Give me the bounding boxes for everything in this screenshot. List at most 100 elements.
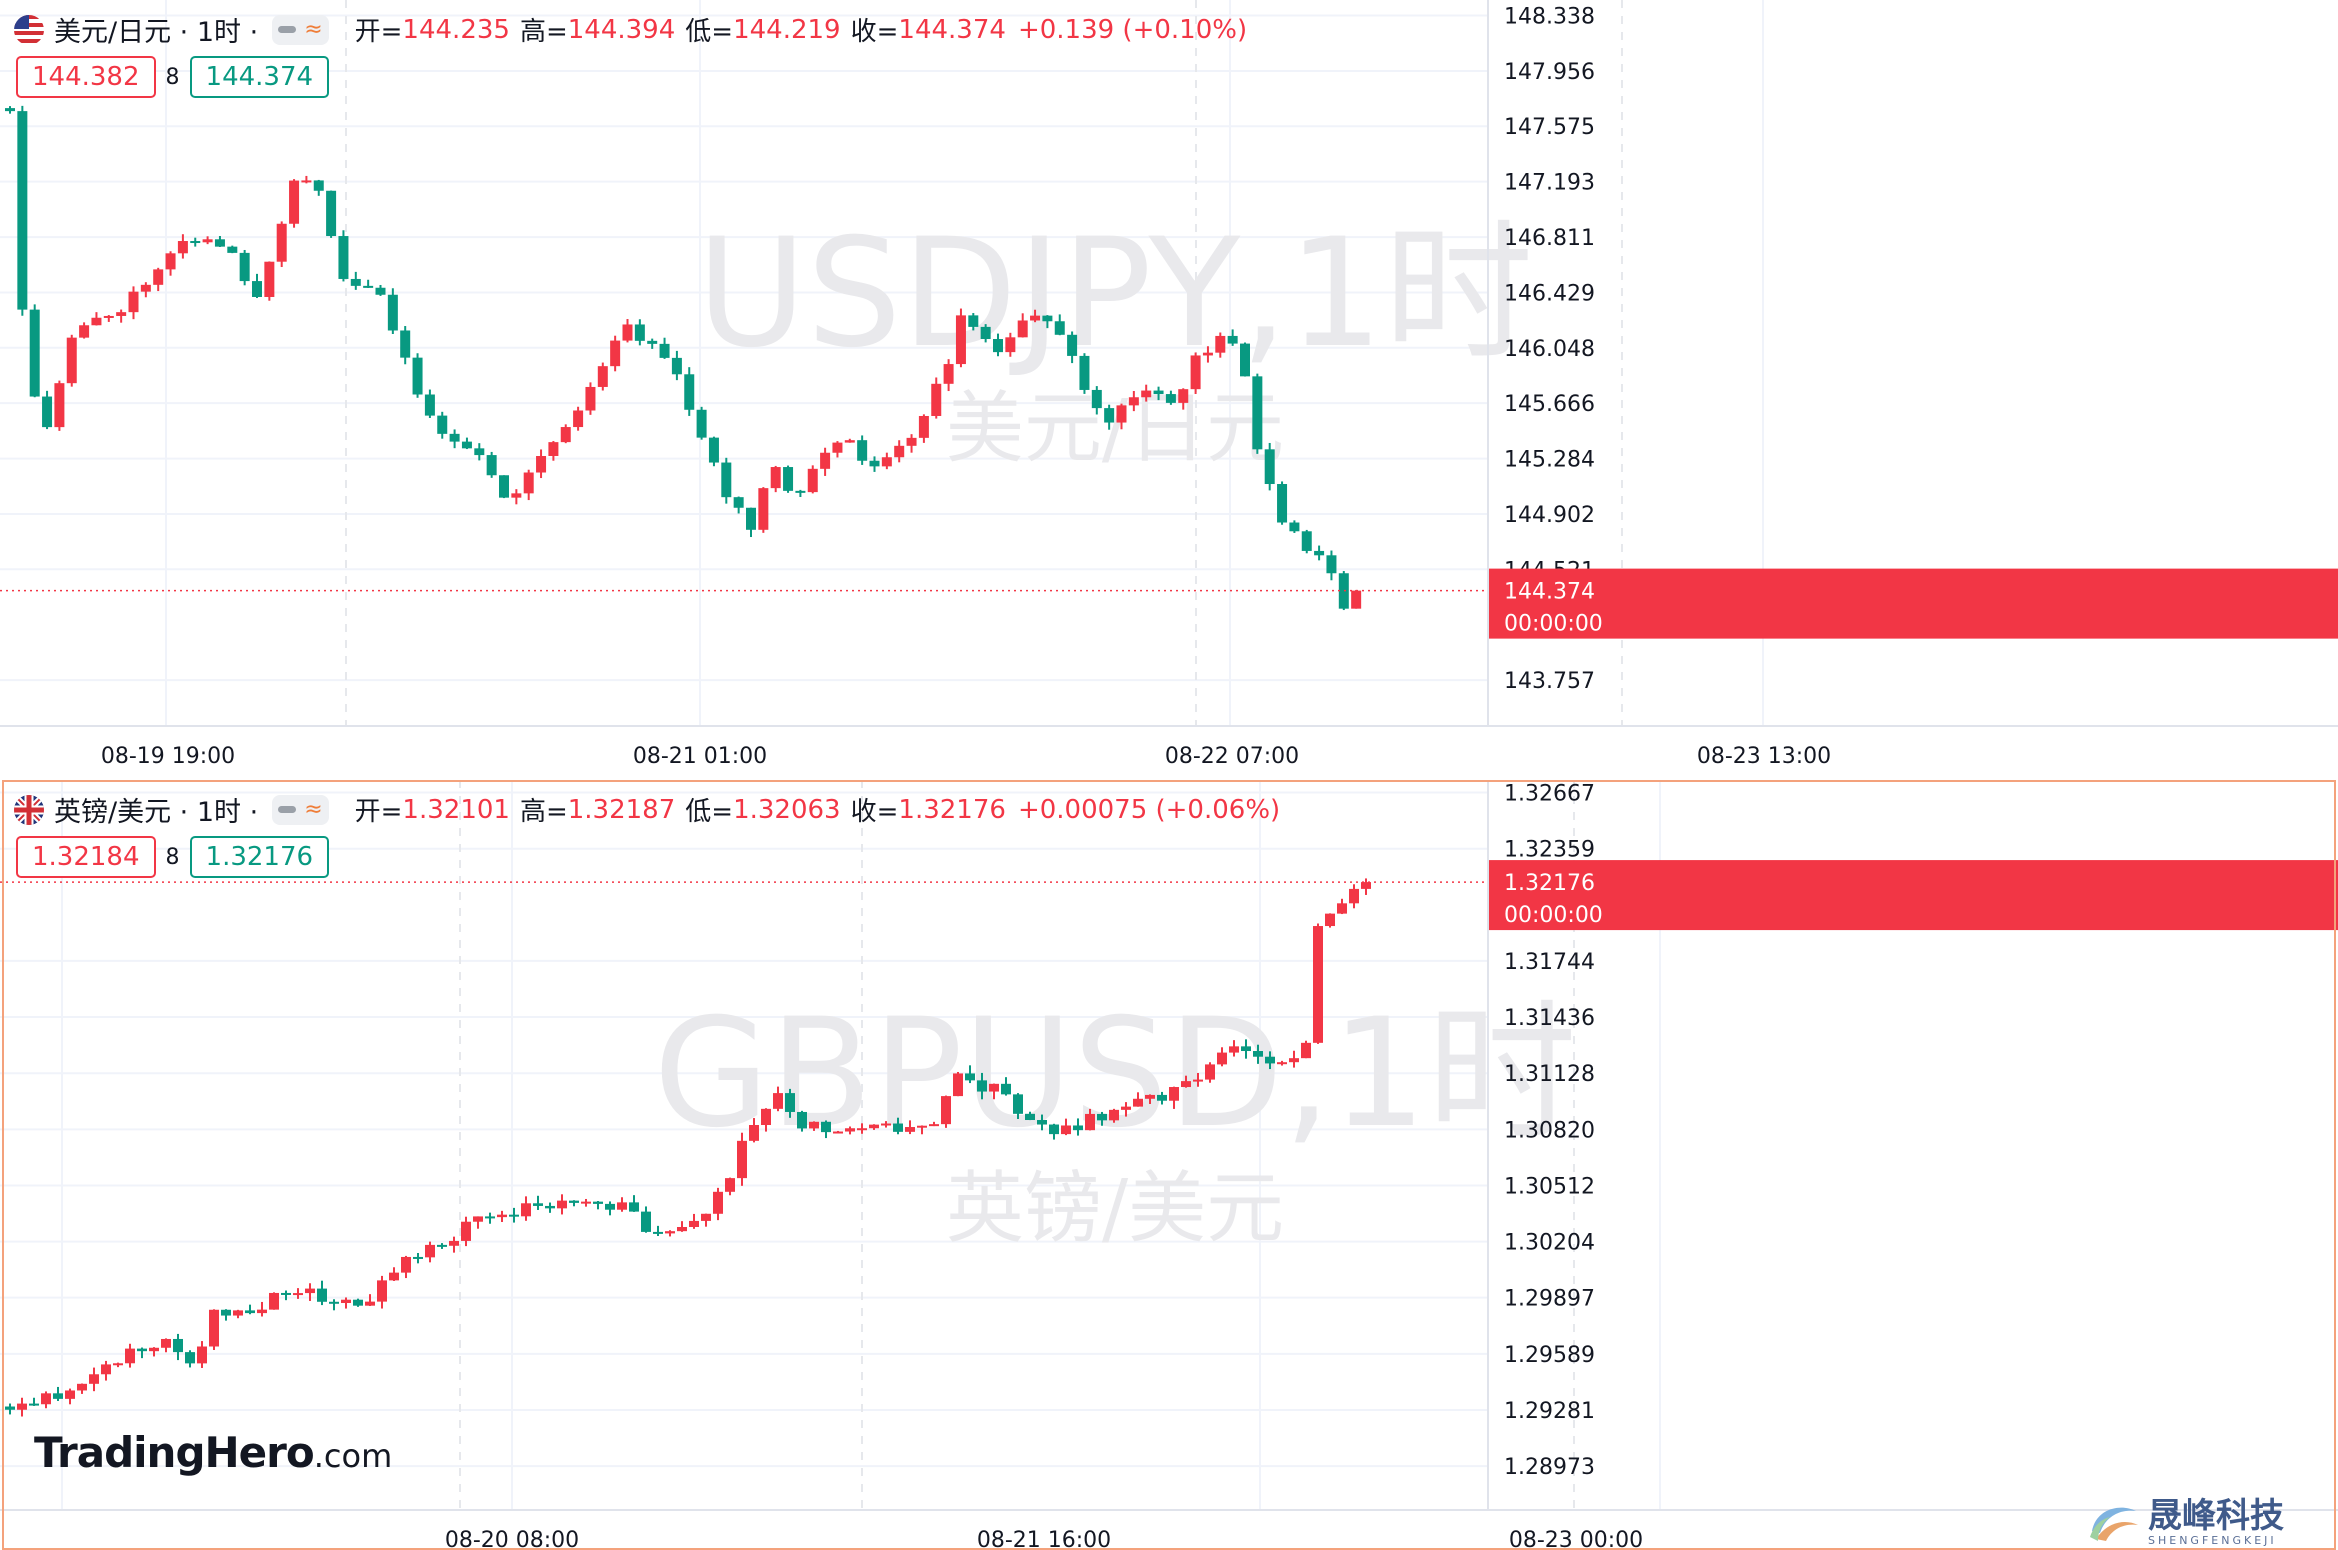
candle-body: [41, 1393, 51, 1405]
candle: [329, 1299, 339, 1311]
candle: [437, 411, 448, 439]
candle: [1128, 391, 1139, 412]
gbpusd-chart-pane[interactable]: GBPUSD,1时 英镑/美元 1.32667 1.32359 1.31744 1.314…: [0, 780, 2338, 1550]
candle-body: [881, 457, 892, 467]
candle-body: [17, 1403, 27, 1410]
candle: [437, 1243, 447, 1249]
candle: [797, 1110, 807, 1132]
candle-body: [400, 330, 411, 358]
last-price-tag-bg: [1489, 568, 2338, 639]
price-tick-label: 1.29589: [1504, 1343, 1595, 1368]
candle: [536, 449, 547, 479]
candle-body: [1079, 355, 1090, 390]
candle: [1227, 329, 1238, 346]
candle: [165, 251, 176, 276]
candle-body: [1109, 1109, 1119, 1121]
candle-body: [1227, 335, 1238, 344]
buy-button[interactable]: 1.32176: [189, 836, 330, 878]
price-tick-label: 1.31436: [1504, 1006, 1595, 1031]
candle-body: [665, 1231, 675, 1234]
candle-body: [17, 111, 28, 310]
candle-body: [622, 324, 633, 341]
candle-body: [869, 460, 880, 467]
candle-body: [758, 488, 769, 530]
candle: [701, 1213, 711, 1227]
candle-body: [918, 415, 929, 438]
candle: [795, 489, 806, 497]
candle: [214, 235, 225, 247]
price-tick-label: 143.757: [1504, 669, 1595, 694]
candle: [953, 1071, 963, 1097]
candle-body: [1349, 888, 1359, 904]
candle-body: [233, 1310, 243, 1316]
high-value: 1.32187: [567, 794, 676, 825]
candle: [1215, 332, 1226, 358]
time-axis[interactable]: 08-20 08:00 08-21 16:00 08-23 00:00: [445, 1528, 1643, 1550]
candle-body: [844, 440, 855, 443]
candle-body: [1054, 321, 1065, 335]
price-axis[interactable]: 1.32667 1.32359 1.31744 1.31436 1.31128 1.308…: [1504, 782, 1595, 1481]
change-value: +0.00075 (+0.06%): [1017, 794, 1281, 825]
candle-body: [245, 1310, 255, 1314]
candle: [677, 1221, 687, 1232]
candle: [153, 267, 164, 292]
candle: [585, 382, 596, 415]
price-tick-label: 145.284: [1504, 448, 1595, 473]
buy-button[interactable]: 144.374: [189, 56, 330, 98]
candle: [809, 1121, 819, 1131]
symbol-watermark: USDJPY,1时: [697, 207, 1534, 381]
candle: [486, 451, 497, 478]
usdjpy-chart-pane[interactable]: USDJPY,1时 美元/日元 148.338 147.956 147.575 147.1…: [0, 0, 2338, 778]
candle-body: [785, 1093, 795, 1112]
candle-body: [437, 1244, 447, 1247]
candle-body: [113, 1363, 123, 1366]
candle: [239, 249, 250, 286]
symbol-title[interactable]: 英镑/美元 · 1时 ·: [54, 797, 259, 828]
candle: [79, 322, 90, 339]
symbol-title[interactable]: 美元/日元 · 1时 ·: [54, 17, 259, 48]
uk-flag-icon: [14, 794, 44, 825]
candle: [1338, 571, 1349, 611]
candle: [474, 443, 485, 461]
candle: [980, 324, 991, 343]
candle: [1289, 1050, 1299, 1068]
candle-body: [1049, 1124, 1059, 1135]
candle-body: [461, 1221, 471, 1241]
candle: [1079, 353, 1090, 394]
indicator-toggle[interactable]: ≈: [272, 14, 329, 45]
candle-body: [1005, 337, 1016, 353]
candle-body: [197, 1346, 207, 1364]
candle-body: [313, 180, 324, 191]
shengfeng-emblem-icon: [2090, 1507, 2138, 1541]
time-tick-label: 08-19 19:00: [101, 744, 235, 769]
sell-button[interactable]: 144.382: [16, 56, 156, 98]
candle: [305, 1283, 315, 1301]
candle: [1030, 309, 1041, 323]
candle-body: [387, 294, 398, 331]
candle-body: [350, 278, 361, 286]
indicator-toggle[interactable]: ≈: [272, 794, 329, 825]
candle: [1116, 403, 1127, 430]
candle-body: [365, 1301, 375, 1306]
countdown-label: 00:00:00: [1504, 903, 1603, 928]
candle: [696, 406, 707, 440]
candle-body: [906, 437, 917, 446]
candle-body: [641, 1211, 651, 1232]
time-axis[interactable]: 08-19 19:00 08-21 01:00 08-22 07:00 08-23 1…: [101, 744, 1831, 769]
candle-body: [1325, 913, 1335, 927]
candle: [1301, 1040, 1311, 1059]
candle: [1017, 313, 1028, 338]
symbol-watermark-sub: 英镑/美元: [946, 1164, 1284, 1254]
candle-body: [1241, 1046, 1251, 1052]
sell-button[interactable]: 1.32184: [16, 836, 156, 878]
candle: [807, 465, 818, 494]
candle-body: [486, 455, 497, 476]
price-axis[interactable]: 148.338 147.956 147.575 147.193 146.811 146.4…: [1504, 5, 1595, 695]
candle: [413, 1252, 423, 1264]
candle-body: [161, 1338, 171, 1348]
candle-body: [5, 108, 15, 112]
candle: [665, 1230, 675, 1237]
close-value: 144.374: [898, 14, 1006, 45]
